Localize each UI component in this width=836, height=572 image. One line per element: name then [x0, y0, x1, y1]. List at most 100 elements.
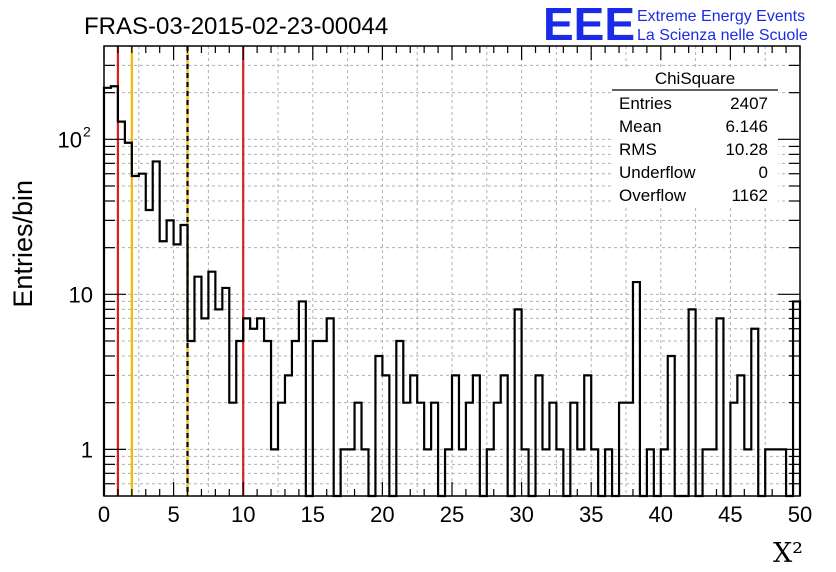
histogram-bin — [153, 161, 160, 496]
histogram-bin — [292, 341, 299, 496]
x-axis-label: X² — [773, 538, 803, 569]
histogram-bin — [570, 403, 577, 496]
histogram-bin — [522, 449, 529, 496]
histogram-bin — [605, 449, 612, 496]
stat-value-overflow: 1162 — [731, 186, 768, 205]
histogram-bin — [716, 318, 723, 496]
histogram-bin — [633, 282, 640, 496]
histogram-bin — [577, 449, 584, 496]
stat-label-overflow: Overflow — [619, 186, 687, 205]
histogram-bin — [313, 341, 320, 496]
stat-label-underflow: Underflow — [619, 163, 696, 182]
histogram-bin — [556, 449, 563, 496]
histogram-bin — [118, 122, 125, 496]
histogram-bin — [452, 375, 459, 496]
stat-value-entries: 2407 — [730, 94, 768, 113]
histogram-bin — [104, 88, 111, 496]
histogram-bin — [737, 375, 744, 496]
histogram-bin — [160, 241, 167, 496]
histogram-bin — [403, 403, 410, 496]
histogram-bin — [424, 449, 431, 496]
histogram-bin — [167, 220, 174, 496]
stat-label-entries: Entries — [619, 94, 672, 113]
x-tick-label: 5 — [167, 502, 179, 527]
histogram-bin — [487, 449, 494, 496]
x-tick-label: 15 — [301, 502, 325, 527]
axis-ticks — [103, 46, 801, 496]
histogram-bin — [139, 174, 146, 496]
stats-box-background — [612, 68, 778, 206]
x-tick-label: 40 — [649, 502, 673, 527]
histogram-bin — [744, 449, 751, 496]
stat-value-underflow: 0 — [759, 163, 768, 182]
histogram-bin — [327, 318, 334, 496]
histogram-bin — [549, 403, 556, 496]
histogram-bin — [765, 449, 772, 496]
histogram-bin — [410, 375, 417, 496]
histogram-bin — [250, 329, 257, 496]
histogram-bin — [362, 449, 369, 496]
histogram-bin — [243, 318, 250, 496]
histogram-bin — [445, 449, 452, 496]
stat-value-rms: 10.28 — [725, 140, 768, 159]
x-tick-label: 45 — [718, 502, 742, 527]
histogram-bin — [382, 375, 389, 496]
histogram-bin — [215, 309, 222, 496]
histogram-bin — [375, 356, 382, 496]
logo-line-2: La Scienza nelle Scuole — [637, 27, 808, 44]
histogram-bin — [194, 277, 201, 496]
histogram-bin — [181, 225, 188, 496]
y-tick-label-exponent: 2 — [83, 123, 91, 139]
histogram-bin — [536, 375, 543, 496]
eee-logo: EEE — [543, 0, 635, 50]
histogram-bin — [584, 375, 591, 496]
histogram-bin — [668, 356, 675, 496]
histogram-bin — [459, 449, 466, 496]
histogram-bin — [299, 301, 306, 496]
histogram-bin — [793, 301, 800, 496]
y-axis-label: Entries/bin — [8, 180, 38, 308]
histogram-bin — [111, 86, 118, 496]
histogram-bin — [626, 403, 633, 496]
histogram-series — [102, 85, 802, 498]
x-tick-label: 50 — [788, 502, 812, 527]
histogram-bin — [730, 403, 737, 496]
x-tick-label: 35 — [579, 502, 603, 527]
histogram-bin — [417, 403, 424, 496]
histogram-bin — [473, 375, 480, 496]
histogram-bin — [201, 318, 208, 496]
histogram-bin — [396, 341, 403, 496]
histogram-bin — [751, 329, 758, 496]
histogram-bin — [355, 403, 362, 496]
histogram-bin — [661, 449, 668, 496]
histogram-bin — [466, 403, 473, 496]
histogram-bin — [703, 449, 710, 496]
histogram-bin — [188, 341, 195, 496]
stats-box: ChiSquare Entries 2407 Mean 6.146 RMS 10… — [612, 68, 778, 206]
histogram-bin — [431, 403, 438, 496]
stat-label-rms: RMS — [619, 140, 657, 159]
histogram-bin — [515, 309, 522, 496]
histogram-bin — [647, 449, 654, 496]
histogram-bin — [779, 449, 786, 496]
histogram-bin — [174, 244, 181, 496]
y-tick-label: 10 — [58, 127, 82, 152]
chart-title: FRAS-03-2015-02-23-00044 — [84, 13, 388, 40]
histogram-bin — [320, 341, 327, 496]
stat-label-mean: Mean — [619, 117, 662, 136]
x-tick-label: 30 — [509, 502, 533, 527]
y-tick-label: 1 — [81, 437, 93, 462]
histogram-bin — [619, 403, 626, 496]
histogram-bin — [271, 449, 278, 496]
histogram-bin — [208, 272, 215, 496]
histogram-bin — [236, 341, 243, 496]
histogram-bin — [146, 210, 153, 496]
y-tick-label: 10 — [69, 282, 93, 307]
histogram-bin — [494, 403, 501, 496]
histogram-bin — [501, 375, 508, 496]
histogram-bin — [222, 288, 229, 496]
histogram-bin — [125, 143, 132, 496]
histogram-bin — [542, 449, 549, 496]
